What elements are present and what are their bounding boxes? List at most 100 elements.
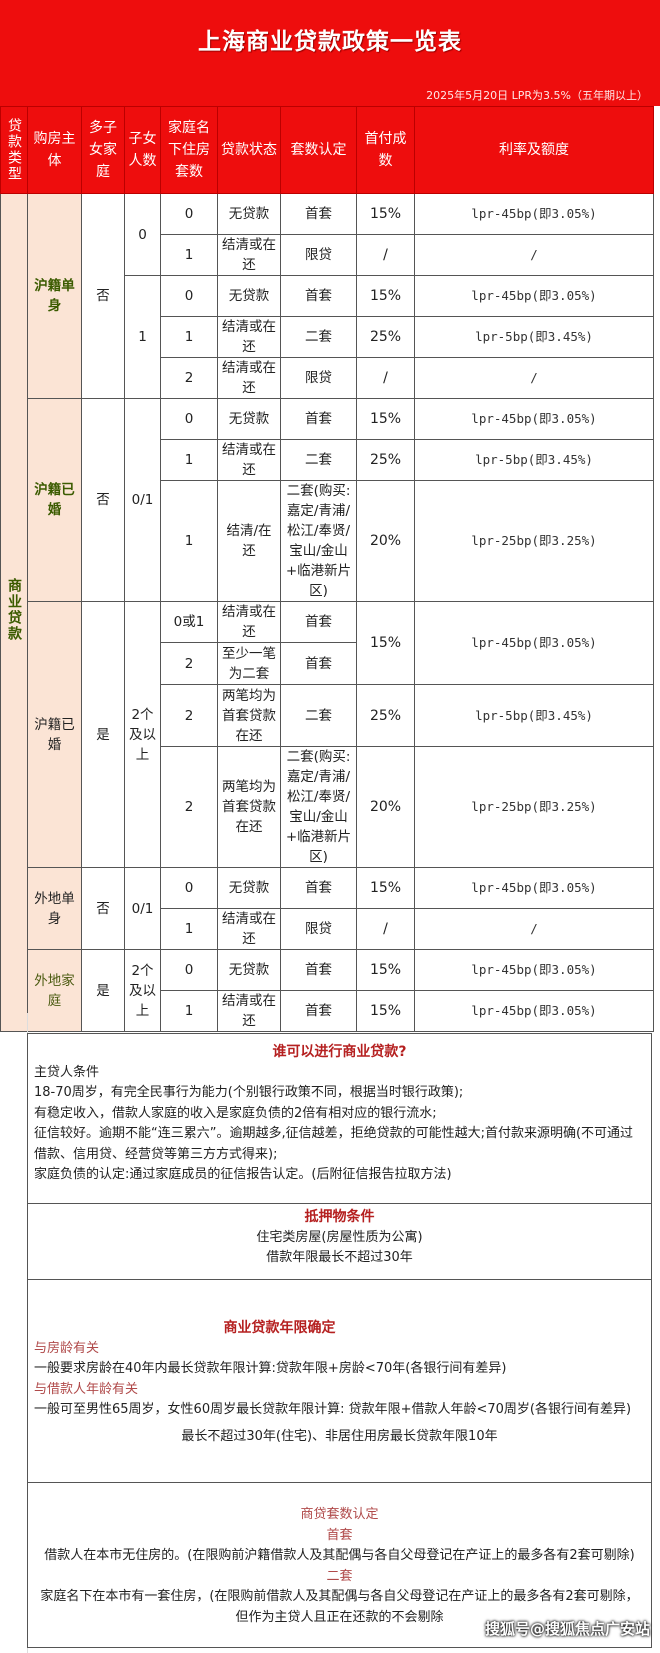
borrower-age-text: 一般可至男性65周岁，女性60周岁最长贷款年限计算: 贷款年限+借款人年龄<70… bbox=[34, 1402, 632, 1417]
collateral-section: 抵押物条件 住宅类房屋(房屋性质为公寓) 借款年限最长不超过30年 bbox=[27, 1203, 652, 1280]
collateral-line: 借款年限最长不超过30年 bbox=[266, 1250, 413, 1265]
house-age-text: 一般要求房龄在40年内最长贷款年限计算:贷款年限+房龄<70年(各银行间有差异) bbox=[34, 1361, 507, 1376]
down-payment: / bbox=[356, 357, 415, 399]
collateral-line: 住宅类房屋(房屋性质为公寓) bbox=[256, 1229, 423, 1245]
table-row: 2 至少一笔为二套 首套 bbox=[1, 642, 654, 685]
interest-rate: lpr-25bp(即3.25%) bbox=[414, 480, 654, 602]
buyer-subject: 沪籍已婚 bbox=[27, 601, 82, 868]
houses-count: 1 bbox=[160, 480, 218, 602]
column-header: 购房主体 bbox=[27, 106, 82, 194]
loan-status: 结清或在还 bbox=[217, 357, 281, 399]
down-payment: 25% bbox=[356, 316, 415, 358]
loan-status: 无贷款 bbox=[217, 867, 281, 909]
interest-rate: lpr-45bp(即3.05%) bbox=[414, 990, 654, 1032]
loan-status: 结清或在还 bbox=[217, 990, 281, 1032]
buyer-subject: 外地单身 bbox=[27, 867, 82, 950]
loan-status: 无贷款 bbox=[217, 275, 281, 317]
count-rule-title: 商贷套数认定 bbox=[300, 1507, 379, 1522]
column-header: 贷款类型 bbox=[0, 106, 28, 194]
set-recognition: 限贷 bbox=[280, 357, 357, 399]
set-recognition: 首套 bbox=[280, 275, 357, 317]
loan-status: 两笔均为首套贷款在还 bbox=[217, 746, 281, 868]
left-margin bbox=[0, 1013, 28, 1653]
interest-rate: lpr-5bp(即3.45%) bbox=[414, 439, 654, 481]
houses-count: 0 bbox=[160, 867, 218, 909]
multi-child-cell: 是 bbox=[81, 949, 125, 1032]
set-recognition: 首套 bbox=[280, 867, 357, 909]
children-count: 0 bbox=[124, 193, 161, 276]
interest-rate: lpr-25bp(即3.25%) bbox=[414, 746, 654, 868]
children-count: 0/1 bbox=[124, 867, 161, 950]
down-payment: 15% bbox=[356, 275, 415, 317]
houses-count: 0 bbox=[160, 275, 218, 317]
set-recognition: 二套(购买:嘉定/青浦/松江/奉贤/宝山/金山+临港新片区) bbox=[280, 480, 357, 602]
houses-count: 2 bbox=[160, 746, 218, 868]
who-can-line: 有稳定收入，借款人家庭的收入是家庭负债的2倍有相对应的银行流水; bbox=[34, 1105, 437, 1121]
buyer-subject: 沪籍单身 bbox=[27, 193, 82, 399]
down-payment: 20% bbox=[356, 480, 415, 602]
loan-status: 结清/在还 bbox=[217, 480, 281, 602]
loan-status: 无贷款 bbox=[217, 193, 281, 235]
second-text: 家庭名下在本市有一套住房，(在限购前借款人及其配偶与各自父母登记在产证上的最多各… bbox=[40, 1589, 639, 1625]
column-header: 家庭名下住房套数 bbox=[160, 106, 218, 194]
loan-status: 两笔均为首套贷款在还 bbox=[217, 684, 281, 747]
set-recognition: 二套 bbox=[280, 439, 357, 481]
table-row: 2 两笔均为首套贷款在还 二套 25% lpr-5bp(即3.45%) bbox=[1, 684, 654, 747]
loan-status: 结清或在还 bbox=[217, 316, 281, 358]
children-count: 1 bbox=[124, 275, 161, 399]
multi-child-cell: 否 bbox=[81, 193, 125, 399]
houses-count: 2 bbox=[160, 357, 218, 399]
term-title: 商业贷款年限确定 bbox=[223, 1320, 336, 1336]
down-payment: 15% bbox=[356, 867, 415, 909]
table-row: 商业贷款 沪籍单身否 0 0 无贷款 首套 15% lpr-45bp(即3.05%) bbox=[0, 193, 654, 1032]
collateral-title: 抵押物条件 bbox=[304, 1209, 375, 1225]
multi-child-cell: 否 bbox=[81, 867, 125, 950]
who-can-line: 主贷人条件 bbox=[34, 1064, 100, 1080]
column-header: 贷款状态 bbox=[217, 106, 281, 194]
down-payment: 15% bbox=[356, 990, 415, 1032]
table-row: 1 结清或在还 二套 25% lpr-5bp(即3.45%) bbox=[1, 316, 654, 358]
loan-status: 结清或在还 bbox=[217, 908, 281, 950]
interest-rate: lpr-45bp(即3.05%) bbox=[414, 867, 654, 909]
interest-rate: lpr-5bp(即3.45%) bbox=[414, 684, 654, 747]
lpr-note: 2025年5月20日 LPR为3.5%（五年期以上） bbox=[426, 89, 648, 102]
children-count: 2个及以上 bbox=[124, 949, 161, 1032]
table-row: 沪籍已婚否 0/1 0 无贷款 首套 15% lpr-45bp(即3.05%) bbox=[1, 398, 654, 602]
houses-count: 1 bbox=[160, 439, 218, 481]
set-recognition: 二套 bbox=[280, 684, 357, 747]
houses-count: 1 bbox=[160, 990, 218, 1032]
set-recognition: 限贷 bbox=[280, 234, 357, 276]
set-recognition: 首套 bbox=[280, 990, 357, 1032]
down-payment: 25% bbox=[356, 439, 415, 481]
houses-count: 0 bbox=[160, 193, 218, 235]
table-row: 1 结清或在还 二套 25% lpr-5bp(即3.45%) bbox=[1, 439, 654, 481]
multi-child-cell: 否 bbox=[81, 398, 125, 602]
first-label: 首套 bbox=[326, 1527, 353, 1543]
column-header: 多子女家庭 bbox=[81, 106, 125, 194]
column-header: 利率及额度 bbox=[414, 106, 654, 194]
interest-rate: lpr-5bp(即3.45%) bbox=[414, 316, 654, 358]
houses-count: 0 bbox=[160, 398, 218, 440]
interest-rate: lpr-45bp(即3.05%) bbox=[414, 275, 654, 317]
houses-count: 1 bbox=[160, 908, 218, 950]
second-label: 二套 bbox=[326, 1568, 353, 1584]
column-header: 套数认定 bbox=[280, 106, 357, 194]
table-row: 沪籍已婚是 2个及以上 0或1 结清或在还 首套 15% lpr-45bp(即3.05%) bbox=[1, 601, 654, 868]
table-row: 1 结清或在还 首套 15% lpr-45bp(即3.05%) bbox=[1, 990, 654, 1032]
loan-type: 商业贷款 bbox=[6, 577, 22, 642]
buyer-subject: 外地家庭 bbox=[27, 949, 82, 1032]
down-payment: 20% bbox=[356, 746, 415, 868]
first-text: 借款人在本市无住房的。(在限购前沪籍借款人及其配偶与各自父母登记在产证上的最多各… bbox=[44, 1548, 635, 1563]
houses-count: 2 bbox=[160, 684, 218, 747]
interest-rate: lpr-45bp(即3.05%) bbox=[414, 601, 654, 685]
houses-count: 0或1 bbox=[160, 601, 218, 643]
column-header: 子女人数 bbox=[124, 106, 161, 194]
watermark: 搜狐号@搜狐焦点广安站 bbox=[484, 1620, 650, 1638]
down-payment: / bbox=[356, 234, 415, 276]
down-payment: 15% bbox=[356, 601, 415, 685]
set-recognition: 首套 bbox=[280, 398, 357, 440]
borrower-age-label: 与借款人年龄有关 bbox=[34, 1381, 139, 1397]
down-payment: 25% bbox=[356, 684, 415, 747]
max-term-text: 最长不超过30年(住宅)、非居住用房最长贷款年限10年 bbox=[181, 1428, 498, 1444]
table-header-row: 贷款类型 购房主体 多子女家庭 子女人数 家庭名下住房套数 贷款状态 套数认定 首付成数 利率及… bbox=[0, 106, 654, 194]
